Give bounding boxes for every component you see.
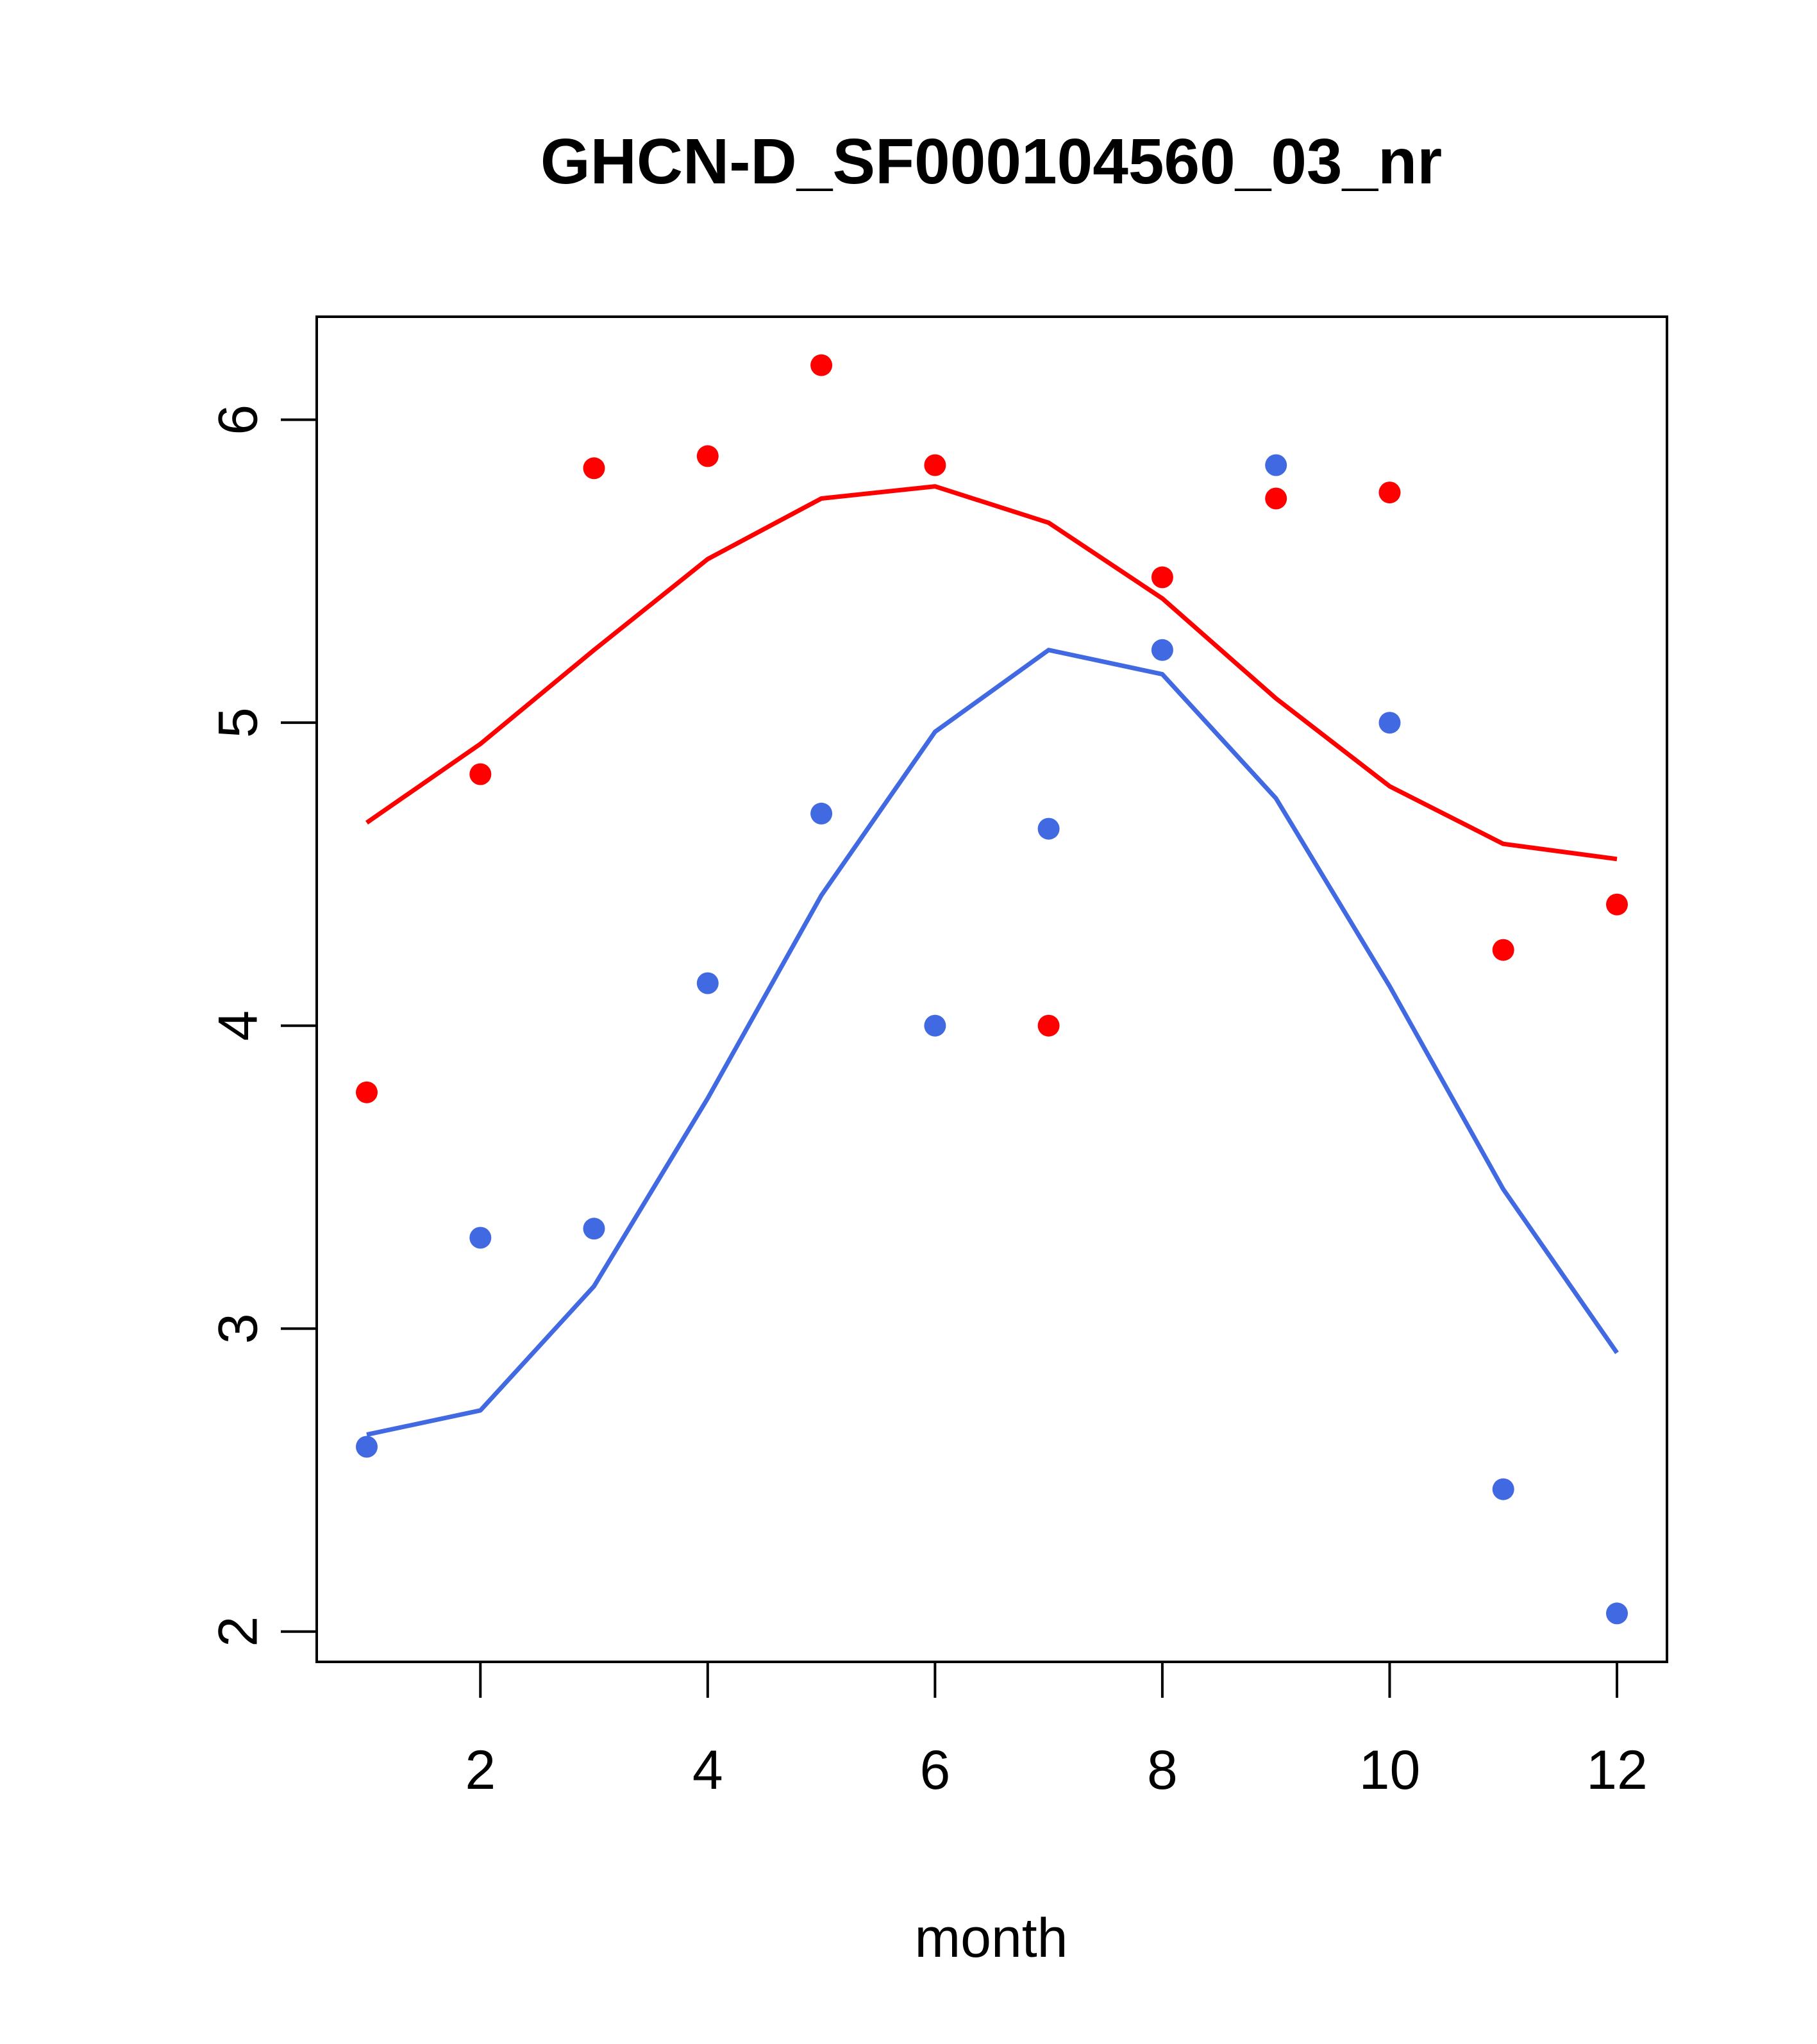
chart-title: GHCN-D_SF000104560_03_nr <box>540 126 1442 197</box>
data-point <box>1265 487 1287 510</box>
x-tick-label: 10 <box>1359 1739 1421 1801</box>
x-tick-label: 8 <box>1147 1739 1178 1801</box>
data-point <box>1492 1478 1514 1500</box>
x-axis-label: month <box>914 1907 1068 1969</box>
x-tick-label: 2 <box>465 1739 496 1801</box>
y-tick-label: 5 <box>208 707 269 738</box>
x-tick-label: 6 <box>919 1739 950 1801</box>
data-point <box>1151 566 1173 589</box>
data-point <box>356 1436 378 1458</box>
series-line-1 <box>365 484 1618 862</box>
x-axis: 2 4 6 8 10 12 <box>465 1661 1648 1801</box>
data-point <box>1265 454 1287 476</box>
data-point <box>696 445 719 467</box>
series-layer <box>356 354 1628 1625</box>
data-point <box>469 763 492 785</box>
data-point <box>1606 893 1628 916</box>
data-point <box>924 454 946 476</box>
y-tick-label: 2 <box>208 1616 269 1647</box>
y-axis: 2 3 4 5 6 <box>208 405 318 1647</box>
data-point <box>356 1081 378 1103</box>
data-point <box>583 1218 605 1240</box>
data-point <box>583 457 605 480</box>
data-point <box>1037 817 1060 840</box>
y-tick-label: 3 <box>208 1313 269 1344</box>
data-point <box>810 354 833 376</box>
data-point <box>924 1014 946 1037</box>
x-tick-label: 4 <box>692 1739 723 1801</box>
data-point <box>810 802 833 825</box>
data-point <box>1492 939 1514 961</box>
data-point <box>469 1227 492 1249</box>
data-point <box>696 972 719 994</box>
data-point <box>1151 639 1173 661</box>
data-point <box>1037 1014 1060 1037</box>
x-tick-label: 12 <box>1586 1739 1648 1801</box>
data-point <box>1606 1602 1628 1625</box>
plot-frame <box>315 315 1668 1663</box>
y-tick-label: 4 <box>208 1010 269 1041</box>
series-line-3 <box>366 648 1619 1437</box>
data-point <box>1378 482 1401 504</box>
data-point <box>1378 712 1401 734</box>
y-tick-label: 6 <box>208 405 269 435</box>
